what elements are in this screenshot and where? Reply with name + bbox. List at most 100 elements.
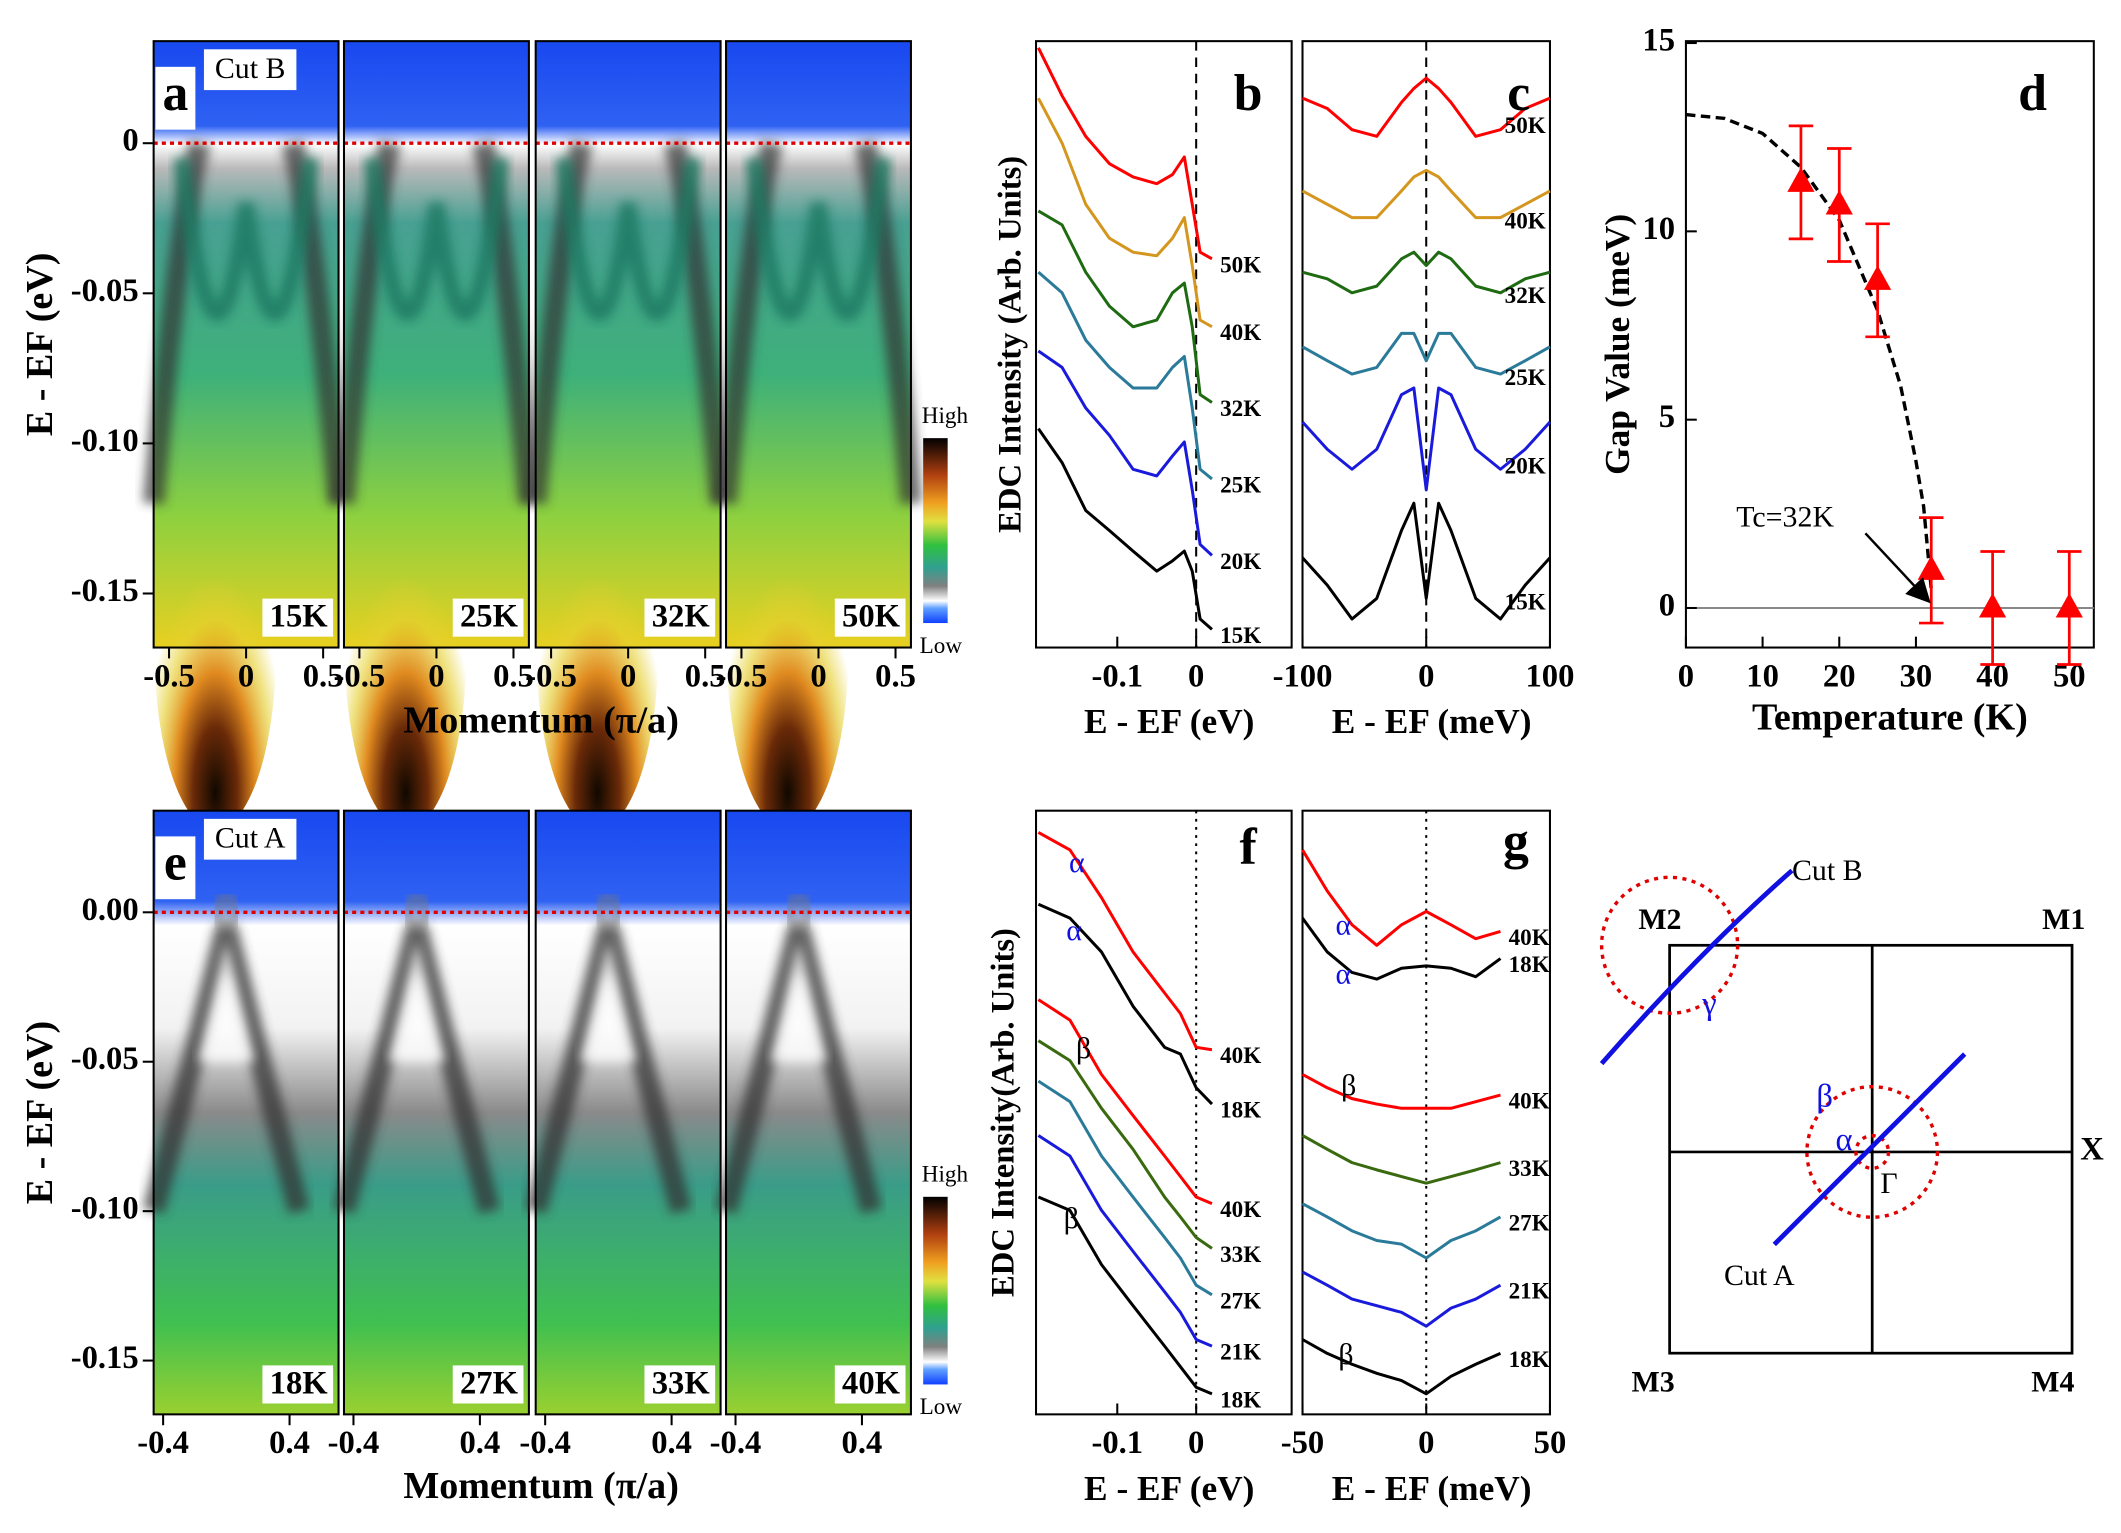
panel-letter: g: [1503, 813, 1529, 870]
band-label: β: [1341, 1069, 1356, 1102]
band-label: α: [1835, 1122, 1852, 1158]
data-point: [1787, 167, 1815, 192]
point-label: M1: [2042, 903, 2085, 936]
edc-curve: [1301, 331, 1551, 376]
edc-curve: [1301, 1134, 1501, 1185]
label-box: [262, 1365, 334, 1404]
label-box: [203, 818, 297, 860]
band-inner: [388, 942, 446, 1062]
band-label: α: [1066, 914, 1082, 947]
edc-curve: [1301, 501, 1552, 621]
x-axis-label: Momentum (π/a): [403, 699, 679, 741]
point-label: Γ: [1880, 1167, 1897, 1200]
data-point: [1917, 555, 1945, 580]
series-label: 27K: [1220, 1287, 1261, 1313]
x-tick-label: 0: [620, 658, 636, 694]
colorbar: [923, 1196, 948, 1385]
x-tick-label: 0.5: [875, 658, 916, 694]
y-tick-label: 5: [1659, 399, 1675, 435]
x-tick-label: -0.5: [716, 658, 768, 694]
data-point: [1979, 593, 2007, 618]
band-label: β: [1816, 1078, 1833, 1114]
temperature-label: 33K: [652, 1365, 711, 1401]
band-outline: [142, 140, 350, 505]
series-label: 18K: [1220, 1097, 1261, 1123]
cut-label: Cut B: [215, 52, 286, 85]
x-tick-label: -0.4: [710, 1425, 762, 1461]
x-tick-label: -0.4: [328, 1425, 380, 1461]
label-box: [203, 49, 297, 91]
intensity-map: [143, 809, 340, 1416]
band-inner: [579, 942, 637, 1062]
edc-curve: [1037, 427, 1213, 631]
x-tick-label: -0.5: [525, 658, 577, 694]
x-tick-label: -0.4: [137, 1425, 189, 1461]
plot-frame: [1035, 809, 1293, 1416]
map-frame: [534, 40, 722, 649]
y-tick-label: 15: [1642, 23, 1675, 59]
y-tick-label: 0.00: [82, 892, 139, 928]
x-axis-label: Temperature (K): [1752, 697, 2028, 739]
colorbar-low: Low: [920, 632, 963, 658]
y-tick-label: 10: [1642, 211, 1675, 247]
map-frame: [342, 809, 530, 1416]
series-label: 15K: [1220, 622, 1261, 648]
point-label: M3: [1632, 1365, 1675, 1398]
edc-curve: [1037, 1039, 1213, 1250]
label-box: [452, 598, 524, 637]
band-inner: [197, 942, 255, 1062]
x-tick-label: 0: [1188, 1425, 1204, 1461]
zone-diagram: Cut B M2 M1 M3 M4 X Γ γ β α Cut A: [1599, 854, 2104, 1398]
edc-curve: [1301, 1073, 1501, 1110]
series-label: 18K: [1220, 1386, 1261, 1412]
x-tick-label: 0: [1188, 658, 1204, 694]
panel-letter: e: [164, 835, 187, 892]
edc-curve: [1301, 76, 1551, 138]
annotation-arrow: [1864, 532, 1931, 604]
x-tick-label: 0.4: [460, 1425, 501, 1461]
intensity-map: [524, 40, 732, 830]
band-label: β: [1338, 1338, 1353, 1371]
x-tick-label: 0.5: [685, 658, 726, 694]
series-label: 25K: [1505, 364, 1546, 390]
y-axis-label: E - EF (eV): [19, 1021, 61, 1204]
band-outline: [524, 140, 732, 505]
series-label: 18K: [1509, 1346, 1550, 1372]
x-axis-label: E - EF (eV): [1084, 1469, 1254, 1508]
x-axis-label: Momentum (π/a): [403, 1465, 679, 1507]
colorbar-high: High: [922, 1161, 969, 1187]
band-label: α: [1335, 908, 1351, 941]
band-outline: [333, 140, 540, 505]
y-tick-label: 0: [122, 123, 138, 159]
series-label: 50K: [1220, 251, 1261, 277]
colorbar-low: Low: [920, 1393, 963, 1419]
panel-letter: c: [1507, 65, 1530, 122]
edc-curve: [1037, 97, 1213, 329]
edc-curve: [1037, 209, 1213, 404]
x-tick-label: 0.4: [842, 1425, 883, 1461]
edc-curve: [1301, 168, 1551, 220]
series-label: 21K: [1509, 1278, 1550, 1304]
panel-letter: a: [162, 65, 188, 122]
x-tick-label: 0: [1418, 1425, 1434, 1461]
intensity-map: [715, 40, 922, 830]
intensity-map: [525, 809, 722, 1416]
map-frame: [342, 40, 530, 649]
series-label: 40K: [1220, 1042, 1261, 1068]
intensity-map: [715, 809, 912, 1416]
x-tick-label: -0.5: [334, 658, 386, 694]
series-label: 27K: [1509, 1209, 1550, 1235]
label-box: [644, 598, 716, 637]
x-tick-label: 10: [1746, 658, 1779, 694]
y-axis-label: Gap Value (meV): [1598, 214, 1637, 475]
y-axis-label: EDC Intensity (Arb. Units): [992, 156, 1028, 533]
band-outline: [715, 140, 922, 505]
cut-label: Cut B: [1792, 854, 1863, 887]
band-dispersion: [363, 157, 510, 322]
y-tick-label: -0.10: [71, 1191, 139, 1227]
series-label: 40K: [1220, 319, 1261, 345]
series-label: 33K: [1220, 1241, 1261, 1267]
series-label: 32K: [1220, 395, 1261, 421]
label-box: [644, 1365, 716, 1404]
